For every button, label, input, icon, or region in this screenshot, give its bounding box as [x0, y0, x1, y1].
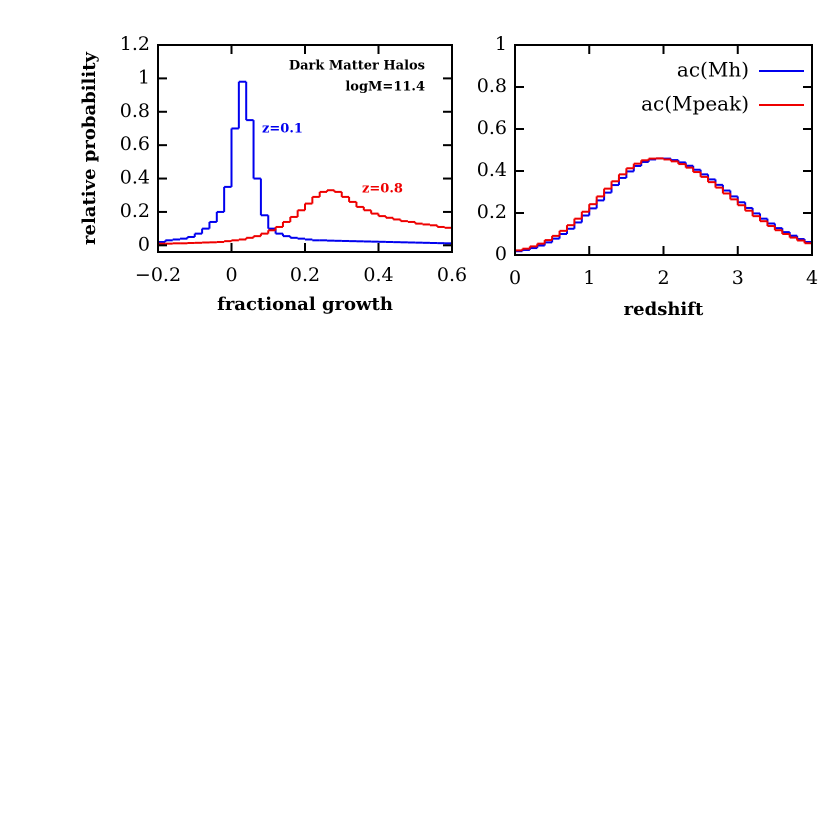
y-tick-label: 0.8	[477, 75, 507, 97]
x-tick-label: 2	[657, 267, 669, 289]
x-tick-label: 0.2	[290, 264, 320, 286]
legend-label: ac(Mpeak)	[641, 92, 749, 116]
y-tick-label: 1	[495, 33, 507, 55]
x-tick-label: 4	[806, 267, 818, 289]
annotation: logM=11.4	[345, 80, 425, 95]
y-tick-label: 0	[495, 243, 507, 265]
y-tick-label: 1.2	[120, 33, 150, 55]
x-tick-label: −0.2	[135, 264, 181, 286]
y-tick-label: 0.2	[120, 200, 150, 222]
annotation: Dark Matter Halos	[289, 59, 425, 74]
y-tick-label: 0.6	[477, 117, 507, 139]
x-tick-label: 3	[732, 267, 744, 289]
x-tick-label: 0	[509, 267, 521, 289]
y-tick-label: 0.8	[120, 100, 150, 122]
annotation: z=0.8	[362, 182, 403, 197]
x-tick-label: 0.4	[363, 264, 393, 286]
y-tick-label: 0.4	[120, 167, 150, 189]
x-tick-label: 0	[225, 264, 237, 286]
y-tick-label: 0.6	[120, 133, 150, 155]
x-tick-label: 1	[583, 267, 595, 289]
x-axis-label: redshift	[624, 299, 704, 320]
x-axis-label: fractional growth	[217, 294, 393, 315]
annotation: z=0.1	[262, 122, 303, 137]
y-tick-label: 0.4	[477, 159, 507, 181]
y-tick-label: 0.2	[477, 201, 507, 223]
y-axis-label: relative probability	[79, 51, 100, 245]
y-tick-label: 0	[138, 233, 150, 255]
x-tick-label: 0.6	[437, 264, 467, 286]
y-tick-label: 1	[138, 66, 150, 88]
legend-label: ac(Mh)	[677, 58, 749, 82]
